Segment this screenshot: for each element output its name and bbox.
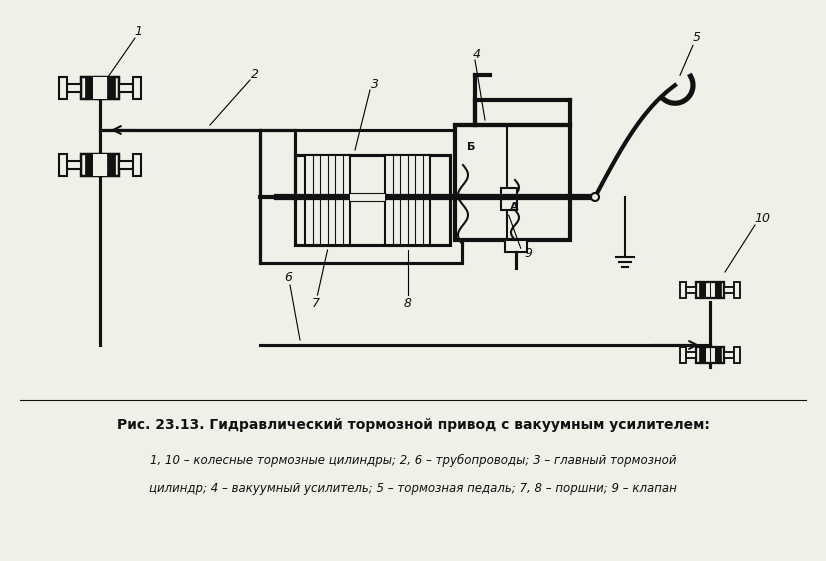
Bar <box>696 282 724 298</box>
Text: А: А <box>510 202 519 212</box>
Text: 5: 5 <box>693 31 701 44</box>
Text: Рис. 23.13. Гидравлический тормозной привод с вакуумным усилителем:: Рис. 23.13. Гидравлический тормозной при… <box>116 418 710 432</box>
Text: 6: 6 <box>284 270 292 283</box>
Bar <box>305 155 350 245</box>
Bar <box>81 77 119 99</box>
Bar <box>350 193 385 201</box>
Bar <box>107 154 115 176</box>
Bar <box>93 77 107 99</box>
Bar <box>680 282 686 298</box>
Text: 4: 4 <box>473 48 481 61</box>
Bar <box>715 282 721 298</box>
Bar <box>59 77 67 99</box>
Bar <box>385 155 430 245</box>
Bar <box>686 352 696 358</box>
Text: 7: 7 <box>311 297 320 310</box>
Bar <box>699 282 705 298</box>
Bar <box>715 347 721 363</box>
Bar <box>119 161 133 169</box>
Bar <box>455 125 570 240</box>
Bar <box>734 347 740 363</box>
Bar <box>724 352 734 358</box>
Bar <box>67 161 81 169</box>
Bar <box>696 347 724 363</box>
Bar <box>734 282 740 298</box>
Bar <box>59 154 67 176</box>
Text: 8: 8 <box>403 297 411 310</box>
Bar <box>133 154 141 176</box>
Bar <box>260 130 462 263</box>
Bar <box>724 287 734 293</box>
Bar <box>67 84 81 92</box>
Text: цилиндр; 4 – вакуумный усилитель; 5 – тормозная педаль; 7, 8 – поршни; 9 – клапа: цилиндр; 4 – вакуумный усилитель; 5 – то… <box>150 481 676 494</box>
Text: 10: 10 <box>754 211 770 224</box>
Bar <box>295 155 450 245</box>
Bar <box>686 287 696 293</box>
Bar <box>505 240 527 252</box>
Text: 2: 2 <box>251 67 259 80</box>
Bar <box>107 77 115 99</box>
Bar <box>93 154 107 176</box>
Bar <box>699 347 705 363</box>
Bar <box>133 77 141 99</box>
Bar <box>81 154 119 176</box>
Bar <box>501 188 517 210</box>
Text: 1, 10 – колесные тормозные цилиндры; 2, 6 – трубопроводы; 3 – главный тормозной: 1, 10 – колесные тормозные цилиндры; 2, … <box>150 453 676 467</box>
Bar <box>85 154 93 176</box>
Bar <box>680 347 686 363</box>
Text: 3: 3 <box>371 77 379 90</box>
Circle shape <box>591 193 599 201</box>
Text: Б: Б <box>467 142 476 152</box>
Text: 9: 9 <box>525 247 533 260</box>
Text: 1: 1 <box>134 25 142 38</box>
Bar <box>119 84 133 92</box>
Bar <box>85 77 93 99</box>
